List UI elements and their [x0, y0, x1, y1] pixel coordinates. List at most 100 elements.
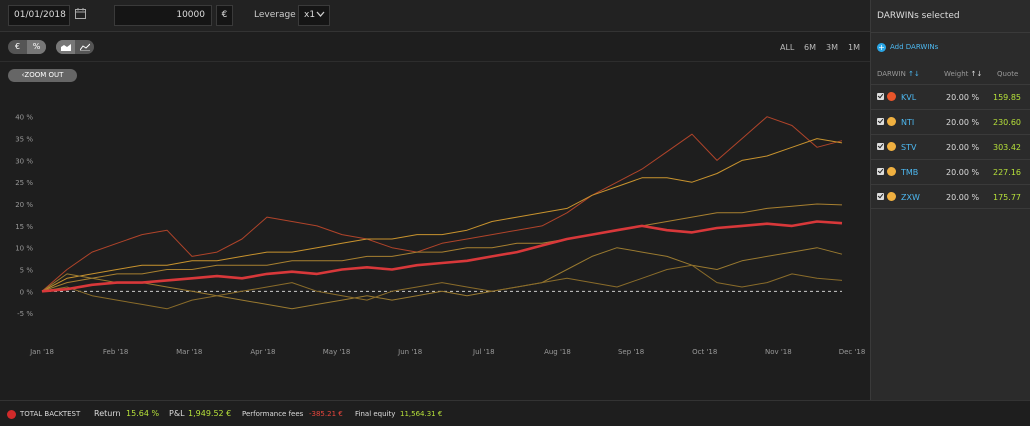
y-tick-label: 25 % [15, 179, 33, 187]
unit-toggle: € % [8, 40, 46, 54]
fees-label: Performance fees [242, 410, 304, 418]
plus-icon: + [877, 42, 886, 52]
zoom-out-label: ZOOM OUT [24, 71, 64, 79]
darwin-name[interactable]: NTI [901, 118, 915, 127]
divider [871, 32, 1030, 33]
y-tick-label: 30 % [15, 157, 33, 165]
equity-label: Final equity [355, 410, 396, 418]
summary-footer: TOTAL BACKTEST Return 15.64 % P&L 1,949.… [0, 400, 1030, 426]
darwin-name[interactable]: TMB [901, 168, 919, 177]
series-line-zxw[interactable] [41, 264, 843, 310]
darwin-weight[interactable]: 20.00 % [946, 193, 980, 202]
series-line-tmb[interactable] [41, 247, 843, 310]
col-darwin-header[interactable]: DARWIN ↑↓ [877, 70, 920, 78]
pnl-label: P&L [169, 409, 185, 418]
darwin-quote: 303.42 [993, 143, 1021, 152]
leverage-label: Leverage [254, 10, 296, 20]
return-label: Return [94, 409, 121, 418]
series-color-dot [887, 92, 896, 101]
x-tick-label: Jan '18 [29, 348, 54, 356]
darwin-row-tmb[interactable]: TMB 20.00 % 227.16 [871, 159, 1030, 184]
y-tick-label: 15 % [15, 223, 33, 231]
y-tick-label: -5 % [17, 310, 33, 318]
range-1m[interactable]: 1M [848, 43, 860, 52]
checkbox[interactable] [877, 168, 884, 175]
checkbox[interactable] [877, 118, 884, 125]
area-chart-icon [60, 44, 71, 51]
darwin-quote: 175.77 [993, 193, 1021, 202]
darwin-weight[interactable]: 20.00 % [946, 168, 980, 177]
series-line-total-backtest[interactable] [41, 220, 843, 293]
darwin-name[interactable]: STV [901, 143, 917, 152]
darwin-weight[interactable]: 20.00 % [946, 118, 980, 127]
calendar-icon[interactable] [75, 8, 86, 19]
range-all[interactable]: ALL [780, 43, 795, 52]
x-tick-label: Aug '18 [544, 348, 571, 356]
sort-icon: ↑↓ [970, 70, 983, 78]
line-chart-button[interactable] [75, 40, 94, 54]
zoom-out-button[interactable]: ‹ZOOM OUT [8, 69, 77, 82]
col-weight-header[interactable]: Weight ↑↓ [944, 70, 983, 78]
y-tick-label: 5 % [20, 267, 34, 275]
darwin-weight[interactable]: 20.00 % [946, 93, 980, 102]
sort-icon: ↑↓ [908, 70, 920, 78]
x-tick-label: Sep '18 [618, 348, 644, 356]
darwin-name[interactable]: KVL [901, 93, 917, 102]
performance-chart[interactable]: 40 % 35 % 30 % 25 % 20 % 15 % 10 % 5 % 0 % -5 % J… [0, 90, 870, 365]
line-chart-icon [79, 43, 90, 52]
y-tick-label: 20 % [15, 201, 33, 209]
fees-value: -385.21 € [309, 410, 343, 418]
pnl-value: 1,949.52 € [188, 409, 232, 418]
amount-input[interactable]: 10000 [114, 5, 212, 26]
x-tick-label: Apr '18 [250, 348, 275, 356]
darwin-row-nti[interactable]: NTI 20.00 % 230.60 [871, 109, 1030, 134]
x-tick-label: Feb '18 [103, 348, 128, 356]
total-backtest-label: TOTAL BACKTEST [20, 410, 81, 418]
add-darwins-button[interactable]: + Add DARWINs [877, 41, 938, 53]
leverage-select[interactable]: x1 [298, 5, 330, 26]
checkbox[interactable] [877, 143, 884, 150]
series-line-nti[interactable] [41, 138, 843, 292]
chevron-left-icon: ‹ [21, 71, 25, 79]
darwin-weight[interactable]: 20.00 % [946, 143, 980, 152]
series-color-dot [887, 117, 896, 126]
currency-button[interactable]: € [216, 5, 233, 26]
darwin-quote: 227.16 [993, 168, 1021, 177]
series-line-kvl[interactable] [41, 116, 843, 292]
darwin-row-kvl[interactable]: KVL 20.00 % 159.85 [871, 84, 1030, 109]
unit-option-euro[interactable]: € [14, 42, 21, 51]
series-line-stv[interactable] [41, 203, 843, 292]
darwin-row-zxw[interactable]: ZXW 20.00 % 175.77 [871, 184, 1030, 209]
darwin-row-stv[interactable]: STV 20.00 % 303.42 [871, 134, 1030, 159]
add-darwins-label: Add DARWINs [890, 43, 939, 51]
x-tick-label: Dec '18 [839, 348, 866, 356]
series-color-dot [887, 142, 896, 151]
x-tick-label: Mar '18 [176, 348, 202, 356]
y-tick-label: 0 % [20, 288, 34, 296]
checkbox[interactable] [877, 193, 884, 200]
equity-value: 11,564.31 € [400, 410, 443, 418]
start-date-input[interactable]: 01/01/2018 [8, 5, 70, 26]
checkbox[interactable] [877, 93, 884, 100]
darwin-quote: 159.85 [993, 93, 1021, 102]
chevron-down-icon [316, 11, 325, 17]
unit-option-percent[interactable]: % [27, 40, 46, 54]
total-backtest-dot [7, 410, 16, 419]
range-6m[interactable]: 6M [804, 43, 816, 52]
darwin-name[interactable]: ZXW [901, 193, 920, 202]
panel-title: DARWINs selected [877, 11, 960, 21]
darwin-list: KVL 20.00 % 159.85 NTI 20.00 % 230.60 STV 20.00… [871, 84, 1030, 209]
series-color-dot [887, 192, 896, 201]
darwin-quote: 230.60 [993, 118, 1021, 127]
x-tick-label: Jun '18 [397, 348, 422, 356]
area-chart-button[interactable] [56, 40, 75, 54]
series-color-dot [887, 167, 896, 176]
x-tick-label: Jul '18 [472, 348, 495, 356]
range-3m[interactable]: 3M [826, 43, 838, 52]
x-tick-label: Oct '18 [692, 348, 717, 356]
x-tick-label: Nov '18 [765, 348, 792, 356]
darwins-panel: DARWINs selected + Add DARWINs DARWIN ↑↓… [870, 0, 1030, 400]
top-toolbar: 01/01/2018 10000 € Leverage x1 [0, 0, 870, 32]
y-tick-label: 40 % [15, 114, 33, 122]
